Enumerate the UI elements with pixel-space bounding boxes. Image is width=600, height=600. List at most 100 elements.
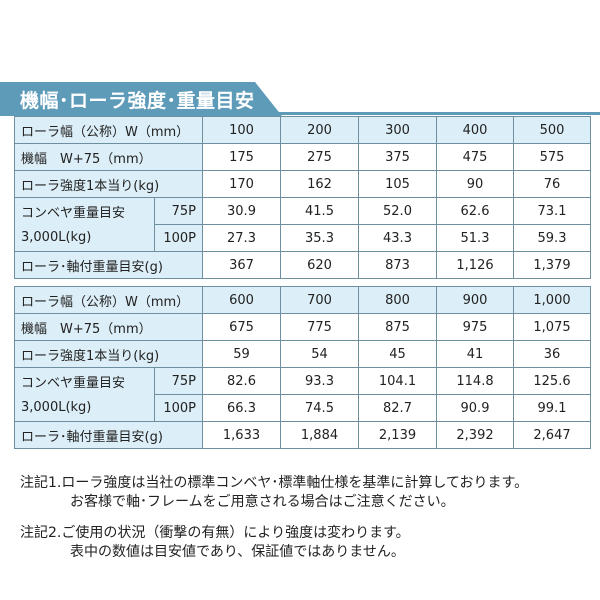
machine-width-row-value: 175 — [202, 143, 281, 171]
note-1-line-2: お客様で軸･フレームをご用意される場合はご注意ください。 — [70, 494, 455, 510]
conveyor-weight-75p-row-pitch: 75P — [154, 367, 203, 395]
conveyor-weight-100p-row-value: 82.7 — [358, 394, 437, 422]
machine-width-row-label: 機幅 W+75（mm） — [14, 143, 203, 171]
roller-weight-row-label: ローラ･軸付重量目安(g) — [14, 251, 203, 279]
roller-width-row-value: 500 — [513, 116, 591, 144]
conveyor-weight-75p-row-value: 104.1 — [358, 367, 437, 395]
note-2-line-1: 注記2.ご使用の状況（衝撃の有無）により強度は変わります。 — [20, 525, 410, 541]
conveyor-weight-100p-row-value: 43.3 — [358, 224, 437, 252]
roller-strength-row-value: 41 — [436, 340, 514, 368]
roller-strength-row-value: 59 — [202, 340, 281, 368]
conveyor-weight-100p-row-value: 27.3 — [202, 224, 281, 252]
roller-weight-row-value: 1,633 — [202, 421, 281, 449]
roller-width-row-value: 700 — [280, 286, 359, 314]
machine-width-row-label: 機幅 W+75（mm） — [14, 313, 203, 341]
roller-width-row-label: ローラ幅（公称）W（mm） — [14, 286, 203, 314]
roller-strength-row: ローラ強度1本当り(kg) 170 162 105 90 76 — [14, 170, 591, 198]
conveyor-weight-75p-row-value: 93.3 — [280, 367, 359, 395]
section-banner: 機幅･ローラ強度･重量目安 — [0, 82, 600, 116]
roller-weight-row-value: 367 — [202, 251, 281, 279]
roller-strength-row-value: 162 — [280, 170, 359, 198]
conveyor-weight-100p-row-value: 35.3 — [280, 224, 359, 252]
roller-strength-row-value: 90 — [436, 170, 514, 198]
roller-width-row-value: 100 — [202, 116, 281, 144]
roller-width-row-value: 400 — [436, 116, 514, 144]
machine-width-row-value: 875 — [358, 313, 437, 341]
roller-width-row-value: 900 — [436, 286, 514, 314]
roller-width-row-value: 800 — [358, 286, 437, 314]
conveyor-weight-100p-row-value: 51.3 — [436, 224, 514, 252]
roller-strength-row-value: 105 — [358, 170, 437, 198]
machine-width-row-value: 275 — [280, 143, 359, 171]
conveyor-weight-75p-row-value: 125.6 — [513, 367, 591, 395]
conveyor-weight-100p-row-value: 66.3 — [202, 394, 281, 422]
spec-table-1: ローラ幅（公称）W（mm） 100 200 300 400 500 機幅 W+75（mm） 1… — [14, 116, 591, 279]
roller-weight-row-value: 873 — [358, 251, 437, 279]
conveyor-weight-100p-row-value: 59.3 — [513, 224, 591, 252]
conveyor-weight-75p-row: コンベヤ重量目安 75P 82.6 93.3 104.1 114.8 125.6 — [14, 367, 591, 395]
machine-width-row: 機幅 W+75（mm） 175 275 375 475 575 — [14, 143, 591, 171]
roller-weight-row-value: 1,884 — [280, 421, 359, 449]
note-2-line-2: 表中の数値は目安値であり、保証値ではありません。 — [70, 544, 405, 560]
roller-width-row-label: ローラ幅（公称）W（mm） — [14, 116, 203, 144]
conveyor-weight-75p-row-label: コンベヤ重量目安 — [14, 197, 155, 225]
conveyor-weight-75p-row-label: コンベヤ重量目安 — [14, 367, 155, 395]
conveyor-weight-100p-row-label: 3,000L(kg) — [14, 394, 155, 422]
conveyor-weight-100p-row-value: 90.9 — [436, 394, 514, 422]
roller-strength-row: ローラ強度1本当り(kg) 59 54 45 41 36 — [14, 340, 591, 368]
roller-strength-row-value: 54 — [280, 340, 359, 368]
spec-table-2: ローラ幅（公称）W（mm） 600 700 800 900 1,000 機幅 W+75（mm… — [14, 286, 591, 449]
note-2: 注記2.ご使用の状況（衝撃の有無）により強度は変わります。 表中の数値は目安値で… — [20, 524, 595, 562]
conveyor-weight-75p-row-value: 52.0 — [358, 197, 437, 225]
roller-weight-row-value: 2,392 — [436, 421, 514, 449]
roller-weight-row-value: 2,139 — [358, 421, 437, 449]
machine-width-row-value: 375 — [358, 143, 437, 171]
machine-width-row-value: 575 — [513, 143, 591, 171]
conveyor-weight-100p-row-value: 74.5 — [280, 394, 359, 422]
note-1-line-1: 注記1.ローラ強度は当社の標準コンベヤ･標準軸仕様を基準に計算しております。 — [20, 475, 529, 491]
roller-strength-row-value: 76 — [513, 170, 591, 198]
conveyor-weight-100p-row-pitch: 100P — [154, 224, 203, 252]
roller-width-row: ローラ幅（公称）W（mm） 100 200 300 400 500 — [14, 116, 591, 144]
roller-strength-row-value: 45 — [358, 340, 437, 368]
machine-width-row-value: 975 — [436, 313, 514, 341]
conveyor-weight-75p-row-value: 82.6 — [202, 367, 281, 395]
roller-width-row-value: 1,000 — [513, 286, 591, 314]
machine-width-row-value: 775 — [280, 313, 359, 341]
roller-width-row-value: 200 — [280, 116, 359, 144]
machine-width-row-value: 1,075 — [513, 313, 591, 341]
conveyor-weight-100p-row-value: 99.1 — [513, 394, 591, 422]
roller-weight-row-value: 1,126 — [436, 251, 514, 279]
conveyor-weight-75p-row-value: 73.1 — [513, 197, 591, 225]
conveyor-weight-75p-row-value: 30.9 — [202, 197, 281, 225]
notes: 注記1.ローラ強度は当社の標準コンベヤ･標準軸仕様を基準に計算しております。 お… — [20, 474, 595, 574]
machine-width-row-value: 675 — [202, 313, 281, 341]
banner-rule — [270, 112, 600, 115]
conveyor-weight-75p-row-value: 62.6 — [436, 197, 514, 225]
roller-strength-row-label: ローラ強度1本当り(kg) — [14, 340, 203, 368]
conveyor-weight-75p-row-value: 41.5 — [280, 197, 359, 225]
roller-strength-row-value: 170 — [202, 170, 281, 198]
conveyor-weight-75p-row: コンベヤ重量目安 75P 30.9 41.5 52.0 62.6 73.1 — [14, 197, 591, 225]
note-1: 注記1.ローラ強度は当社の標準コンベヤ･標準軸仕様を基準に計算しております。 お… — [20, 474, 595, 512]
conveyor-weight-100p-row-label: 3,000L(kg) — [14, 224, 155, 252]
roller-strength-row-value: 36 — [513, 340, 591, 368]
section-title: 機幅･ローラ強度･重量目安 — [20, 90, 255, 112]
conveyor-weight-75p-row-value: 114.8 — [436, 367, 514, 395]
roller-weight-row: ローラ･軸付重量目安(g) 367 620 873 1,126 1,379 — [14, 251, 591, 279]
roller-width-row: ローラ幅（公称）W（mm） 600 700 800 900 1,000 — [14, 286, 591, 314]
conveyor-weight-100p-row-pitch: 100P — [154, 394, 203, 422]
roller-width-row-value: 300 — [358, 116, 437, 144]
roller-weight-row-value: 620 — [280, 251, 359, 279]
conveyor-weight-100p-row: 3,000L(kg) 100P 66.3 74.5 82.7 90.9 99.1 — [14, 394, 591, 422]
roller-width-row-value: 600 — [202, 286, 281, 314]
roller-weight-row-value: 1,379 — [513, 251, 591, 279]
machine-width-row: 機幅 W+75（mm） 675 775 875 975 1,075 — [14, 313, 591, 341]
roller-weight-row-value: 2,647 — [513, 421, 591, 449]
conveyor-weight-100p-row: 3,000L(kg) 100P 27.3 35.3 43.3 51.3 59.3 — [14, 224, 591, 252]
conveyor-weight-75p-row-pitch: 75P — [154, 197, 203, 225]
banner-background — [0, 82, 282, 116]
roller-weight-row-label: ローラ･軸付重量目安(g) — [14, 421, 203, 449]
machine-width-row-value: 475 — [436, 143, 514, 171]
roller-strength-row-label: ローラ強度1本当り(kg) — [14, 170, 203, 198]
